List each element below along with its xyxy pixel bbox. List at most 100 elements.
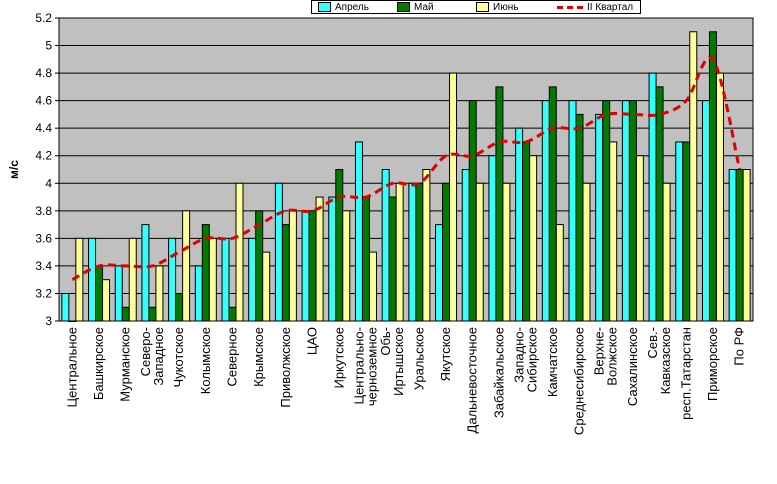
legend-label-april: Апрель <box>335 2 391 13</box>
legend-swatch-may <box>397 2 410 12</box>
x-tick-label: Дальневосточное <box>465 327 480 433</box>
bar-april <box>702 101 709 321</box>
legend-swatch-april <box>318 2 331 12</box>
bar-june <box>183 211 190 321</box>
bar-june <box>316 197 323 321</box>
bar-june <box>423 170 430 322</box>
x-tick-label: Якутское <box>438 327 453 381</box>
bar-june <box>236 183 243 321</box>
bar-april <box>462 170 469 322</box>
bar-may <box>683 142 690 321</box>
bar-april <box>436 225 443 321</box>
legend: Апрель Май Июнь II Квартал <box>311 0 641 14</box>
x-tick-label: Крымское <box>251 327 266 387</box>
bar-june <box>369 252 376 321</box>
y-axis-label: м/с <box>7 160 21 179</box>
legend-label-may: Май <box>414 2 470 13</box>
legend-item-quarter: II Квартал <box>549 1 633 13</box>
legend-label-june: Июнь <box>493 2 549 13</box>
y-tick-label: 3.2 <box>35 286 52 300</box>
bar-april <box>729 170 736 322</box>
bar-june <box>690 32 697 321</box>
bar-june <box>556 225 563 321</box>
bar-april <box>142 225 149 321</box>
bar-april <box>275 183 282 321</box>
bar-may <box>149 307 156 321</box>
bar-april <box>62 293 69 321</box>
bar-april <box>169 238 176 321</box>
y-tick-label: 5.2 <box>35 11 52 25</box>
y-tick-label: 4.4 <box>35 121 52 135</box>
legend-line-quarter <box>557 6 583 9</box>
legend-item-june: Июнь <box>470 1 549 13</box>
bar-june <box>716 73 723 321</box>
x-tick-label: ЦАО <box>305 327 320 355</box>
bar-april <box>569 101 576 321</box>
bar-may <box>416 183 423 321</box>
x-tick-label: Иркутское <box>331 327 346 389</box>
bar-april <box>409 183 416 321</box>
x-tick-label: респ.Татарстан <box>678 327 693 420</box>
bar-april <box>489 156 496 321</box>
bar-june <box>503 183 510 321</box>
bar-may <box>576 114 583 321</box>
x-tick-label: Обь-Иртышское <box>378 327 406 396</box>
bar-may <box>496 87 503 321</box>
y-tick-label: 4 <box>45 176 52 190</box>
x-tick-label: Верхне-Волжское <box>592 327 620 386</box>
bar-may <box>282 225 289 321</box>
x-tick-label: Забайкальское <box>491 327 506 418</box>
bar-june <box>663 183 670 321</box>
bar-june <box>610 142 617 321</box>
bar-april <box>516 128 523 321</box>
y-tick-label: 3 <box>45 314 52 328</box>
bar-april <box>222 238 229 321</box>
legend-item-may: Май <box>391 1 470 13</box>
x-tick-label: Приморское <box>705 327 720 401</box>
x-tick-label: Башкирское <box>91 327 106 400</box>
y-tick-label: 4.6 <box>35 94 52 108</box>
bar-june <box>76 238 83 321</box>
bar-may <box>523 142 530 321</box>
bar-april <box>249 238 256 321</box>
bar-april <box>676 142 683 321</box>
bar-june <box>476 183 483 321</box>
bar-may <box>469 101 476 321</box>
y-tick-label: 4.8 <box>35 66 52 80</box>
y-tick-label: 3.6 <box>35 231 52 245</box>
y-tick-label: 4.2 <box>35 149 52 163</box>
x-tick-label: Северное <box>225 327 240 386</box>
bar-june <box>343 211 350 321</box>
bar-may <box>629 101 636 321</box>
x-tick-label: Сахалинское <box>625 327 640 406</box>
bar-may <box>176 293 183 321</box>
bar-may <box>443 183 450 321</box>
bar-may <box>549 87 556 321</box>
x-tick-label: Камчатское <box>545 327 560 397</box>
y-tick-label: 3.4 <box>35 259 52 273</box>
bar-april <box>649 73 656 321</box>
legend-item-april: Апрель <box>312 1 391 13</box>
bar-june <box>129 238 136 321</box>
bar-april <box>115 266 122 321</box>
bar-may <box>362 197 369 321</box>
bar-may <box>309 211 316 321</box>
x-tick-label: Чукотское <box>171 327 186 388</box>
x-tick-label: Западно-Сибирское <box>512 327 540 392</box>
x-tick-label: Мурманское <box>118 327 133 402</box>
bar-june <box>636 156 643 321</box>
bar-may <box>656 87 663 321</box>
x-tick-label: Сев.-Кавказское <box>645 327 673 394</box>
bar-april <box>89 238 96 321</box>
x-tick-label: Колымское <box>198 327 213 394</box>
bar-may <box>736 170 743 322</box>
bar-june <box>396 183 403 321</box>
x-tick-label: Центрально-черноземное <box>351 327 379 406</box>
bar-june <box>530 156 537 321</box>
x-tick-label: Центральное <box>64 327 79 407</box>
bar-june <box>103 280 110 321</box>
bar-june <box>263 252 270 321</box>
